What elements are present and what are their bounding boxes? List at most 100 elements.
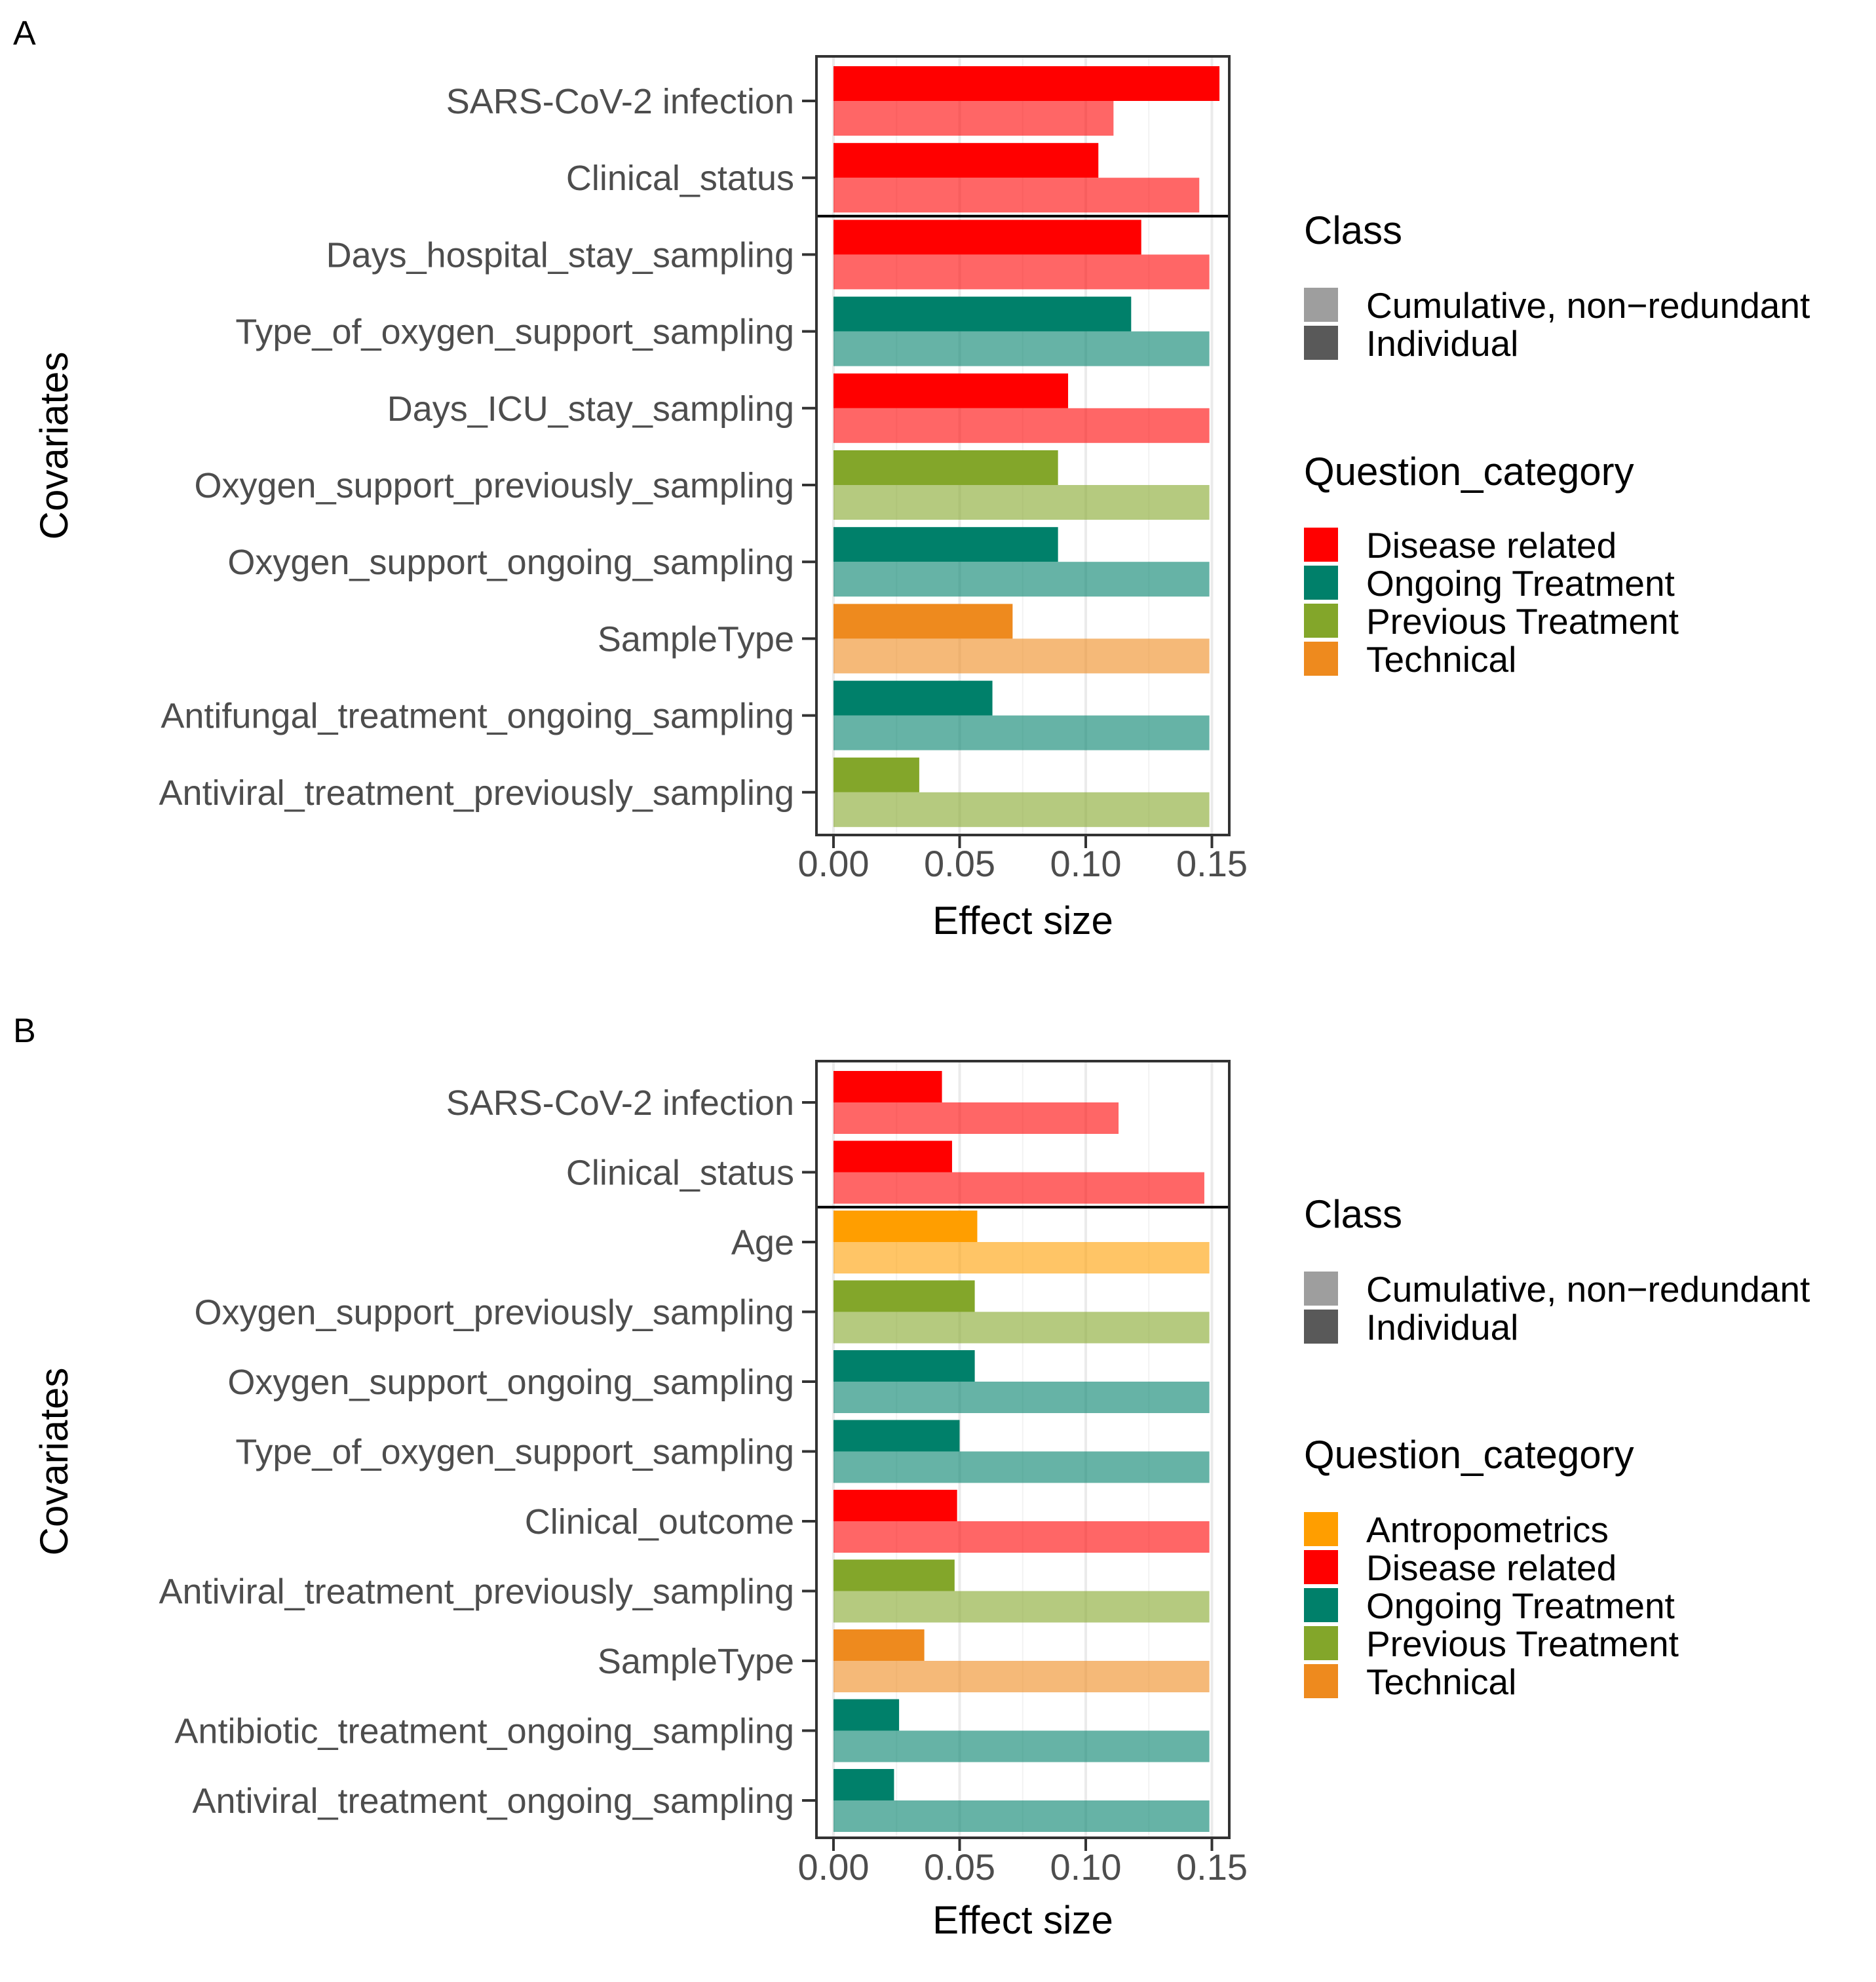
category-label: SampleType <box>598 1642 794 1681</box>
category-row: Oxygen_support_previously_sampling <box>194 450 1210 520</box>
category-row: SARS-CoV-2 infection <box>446 66 1220 136</box>
category-row: Clinical_outcome <box>525 1490 1210 1553</box>
bar-individual <box>833 527 1058 562</box>
legend-category-label: Technical <box>1366 1661 1516 1702</box>
legend-key <box>1304 642 1338 676</box>
category-label: Days_hospital_stay_sampling <box>326 235 794 275</box>
bar-cumulative <box>833 1382 1210 1413</box>
bar-individual <box>833 757 919 792</box>
bar-cumulative <box>833 101 1114 136</box>
bar-cumulative <box>833 792 1210 827</box>
category-label: Antifungal_treatment_ongoing_sampling <box>161 697 794 736</box>
bar-cumulative <box>833 1730 1210 1762</box>
bar-cumulative <box>833 715 1210 750</box>
legend-category-label: Ongoing Treatment <box>1366 1585 1675 1626</box>
legend-key <box>1304 1550 1338 1584</box>
legend-key <box>1304 1272 1338 1306</box>
plot-border <box>815 55 1231 836</box>
x-tick-label: 0.10 <box>1050 843 1122 884</box>
bar-cumulative <box>833 1800 1210 1832</box>
bar-individual <box>833 1350 975 1382</box>
category-label: Clinical_outcome <box>525 1502 794 1542</box>
category-label: Oxygen_support_ongoing_sampling <box>227 1363 794 1402</box>
category-label: SARS-CoV-2 infection <box>446 82 794 121</box>
plot-border <box>815 1060 1231 1839</box>
category-row: Clinical_status <box>566 1140 1204 1204</box>
category-label: SampleType <box>598 619 794 659</box>
category-row: SARS-CoV-2 infection <box>446 1071 1119 1134</box>
legend-category-label: Ongoing Treatment <box>1366 563 1675 604</box>
bar-individual <box>833 66 1220 101</box>
legend-key <box>1304 288 1338 322</box>
category-label: Clinical_status <box>566 1154 794 1193</box>
category-row: Antibiotic_treatment_ongoing_sampling <box>174 1699 1210 1762</box>
bar-cumulative <box>833 1242 1210 1273</box>
category-label: Oxygen_support_previously_sampling <box>194 1293 794 1332</box>
bar-cumulative <box>833 178 1200 213</box>
bar-cumulative <box>833 331 1210 366</box>
category-label: Age <box>731 1223 794 1262</box>
panel-tag: A <box>13 14 36 52</box>
bar-cumulative <box>833 1102 1119 1134</box>
bar-individual <box>833 1490 957 1521</box>
x-tick-label: 0.05 <box>924 843 995 884</box>
bar-individual <box>833 604 1013 639</box>
legend-key <box>1304 1626 1338 1660</box>
bar-individual <box>833 143 1099 178</box>
legend-class-title: Class <box>1304 1192 1402 1236</box>
legend-category-label: Disease related <box>1366 1547 1617 1588</box>
category-label: Oxygen_support_previously_sampling <box>194 466 794 505</box>
bar-individual <box>833 1769 894 1800</box>
category-row: Oxygen_support_ongoing_sampling <box>227 527 1210 597</box>
bar-individual <box>833 1629 925 1661</box>
category-row: Age <box>731 1211 1210 1273</box>
legend-key <box>1304 1310 1338 1344</box>
y-axis-title: Covariates <box>32 352 76 540</box>
legend-key <box>1304 566 1338 600</box>
bar-individual <box>833 1280 975 1312</box>
bar-cumulative <box>833 1312 1210 1344</box>
bar-individual <box>833 680 993 716</box>
bar-individual <box>833 296 1132 332</box>
category-label: Antiviral_treatment_ongoing_sampling <box>192 1781 794 1821</box>
bar-cumulative <box>833 562 1210 597</box>
x-tick-label: 0.00 <box>798 1846 870 1888</box>
legend-category-label: Previous Treatment <box>1366 601 1679 642</box>
category-row: Antifungal_treatment_ongoing_sampling <box>161 680 1210 750</box>
legend-category-label: Antropometrics <box>1366 1509 1609 1550</box>
legend-class-label: Individual <box>1366 1307 1518 1348</box>
legend-class-title: Class <box>1304 208 1402 252</box>
panel-a: A SARS-CoV-2 infection Clinical_status Days… <box>13 14 1810 942</box>
y-axis-title: Covariates <box>32 1368 76 1556</box>
legend-category-label: Technical <box>1366 639 1516 680</box>
legend-key <box>1304 528 1338 562</box>
x-tick-label: 0.10 <box>1050 1846 1122 1888</box>
x-tick-label: 0.15 <box>1176 1846 1248 1888</box>
category-row: Type_of_oxygen_support_sampling <box>235 296 1210 366</box>
legend: Class Cumulative, non−redundantIndividual… <box>1304 1192 1810 1702</box>
legend-category-title: Question_category <box>1304 450 1634 494</box>
bar-cumulative <box>833 1451 1210 1483</box>
category-row: Clinical_status <box>566 143 1200 213</box>
x-tick-label: 0.05 <box>924 1846 995 1888</box>
bar-cumulative <box>833 1591 1210 1623</box>
bar-individual <box>833 1420 960 1452</box>
legend-key <box>1304 326 1338 360</box>
legend-key <box>1304 604 1338 638</box>
category-row: Antiviral_treatment_previously_sampling <box>159 1559 1210 1623</box>
legend-key <box>1304 1588 1338 1622</box>
bar-cumulative <box>833 638 1210 674</box>
legend-class-label: Cumulative, non−redundant <box>1366 285 1810 326</box>
category-row: Type_of_oxygen_support_sampling <box>235 1420 1210 1483</box>
legend: Class Cumulative, non−redundantIndividual… <box>1304 208 1810 680</box>
x-axis-title: Effect size <box>932 1898 1113 1942</box>
category-row: Oxygen_support_ongoing_sampling <box>227 1350 1210 1413</box>
category-label: Days_ICU_stay_sampling <box>387 389 794 429</box>
legend-class-label: Individual <box>1366 323 1518 364</box>
category-label: Clinical_status <box>566 159 794 198</box>
category-label: Antiviral_treatment_previously_sampling <box>159 773 794 813</box>
bar-individual <box>833 373 1069 408</box>
category-row: Antiviral_treatment_ongoing_sampling <box>192 1769 1210 1832</box>
category-label: Type_of_oxygen_support_sampling <box>235 1433 794 1472</box>
